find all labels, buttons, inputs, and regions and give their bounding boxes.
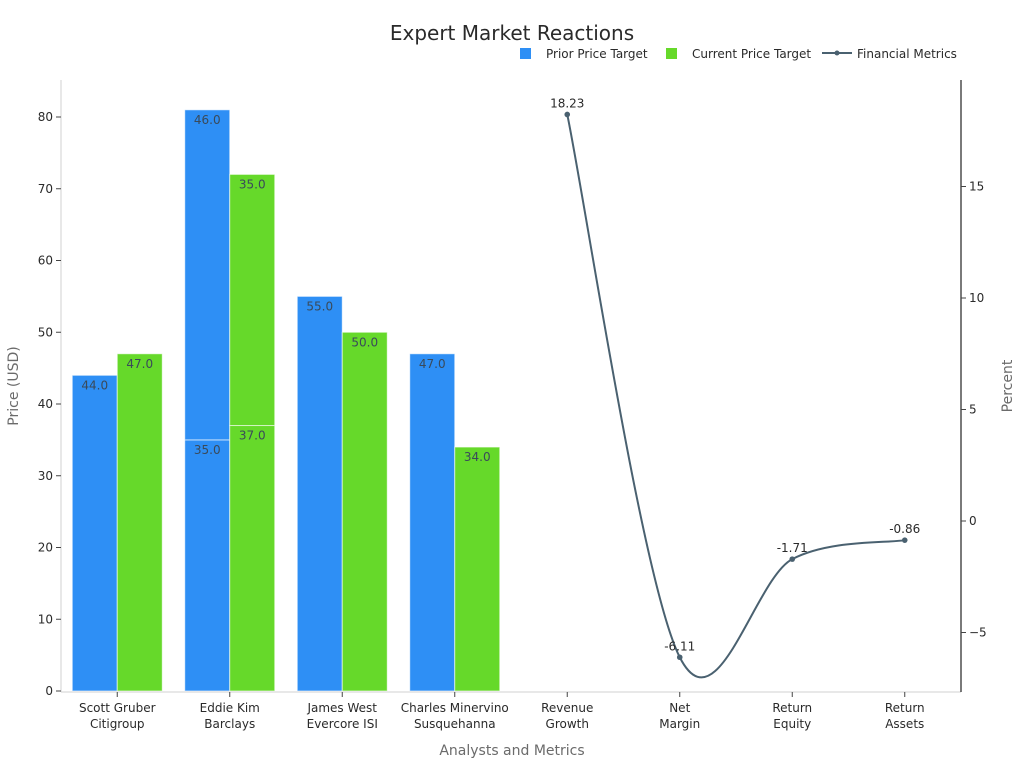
legend-item-financial-metrics[interactable]: Financial Metrics <box>822 47 957 61</box>
data-point-label: -1.71 <box>777 541 808 555</box>
x-tick-label: Growth <box>546 717 589 731</box>
bar-value-label: 47.0 <box>126 357 153 371</box>
bar-value-label: 34.0 <box>464 450 491 464</box>
x-tick-label: Margin <box>659 717 700 731</box>
x-tick-label: Revenue <box>541 701 593 715</box>
x-tick-label: Evercore ISI <box>307 717 378 731</box>
legend-label-current: Current Price Target <box>692 47 811 61</box>
data-point-label: -6.11 <box>664 639 695 653</box>
x-tick-label: Scott Gruber <box>79 701 156 715</box>
legend: Prior Price Target Current Price Target … <box>520 47 957 61</box>
financial-metrics-line <box>566 114 905 679</box>
y2-tick-label: 15 <box>969 180 984 194</box>
line-series: 18.23 -6.11 -1.71 -0.86 <box>550 96 920 679</box>
y2-axis-title: Percent <box>1000 359 1016 412</box>
y-tick-label: 30 <box>38 469 53 483</box>
bar-value-label: 35.0 <box>239 177 266 191</box>
x-tick-label: Barclays <box>204 717 255 731</box>
y-tick-label: 60 <box>38 254 53 268</box>
bar-series: 44.0 35.0 46.0 55.0 47.0 47.0 37.0 35.0 50.0 34.0 <box>71 109 501 692</box>
y-tick-label: 80 <box>38 110 53 124</box>
bar-current[interactable] <box>229 173 276 427</box>
bar-prior[interactable] <box>184 439 231 692</box>
data-point-marker[interactable] <box>676 654 683 661</box>
bar-value-label: 46.0 <box>194 113 221 127</box>
legend-swatch-current-icon <box>666 48 677 59</box>
y-tick-label: 10 <box>38 612 53 626</box>
bar-prior[interactable] <box>409 353 456 692</box>
x-tick-label: Eddie Kim <box>200 701 260 715</box>
bar-current[interactable] <box>229 425 276 692</box>
x-tick-label: Return <box>885 701 925 715</box>
x-tick-label: James West <box>306 701 377 715</box>
y2-tick-label: −5 <box>969 626 987 640</box>
y2-tick-label: 5 <box>969 403 977 417</box>
bar-value-label: 55.0 <box>306 299 333 313</box>
legend-item-current-price-target[interactable]: Current Price Target <box>666 47 811 61</box>
legend-item-prior-price-target[interactable]: Prior Price Target <box>520 47 648 61</box>
y-axis-title: Price (USD) <box>6 346 22 425</box>
data-point-marker[interactable] <box>901 537 908 543</box>
legend-label-prior: Prior Price Target <box>546 47 648 61</box>
left-axis-ticks: 0 10 20 30 40 50 60 70 80 <box>38 110 61 698</box>
y-tick-label: 0 <box>45 684 53 698</box>
legend-swatch-prior-icon <box>520 48 531 59</box>
bar-value-label: 35.0 <box>194 443 221 457</box>
x-tick-label: Equity <box>773 717 811 731</box>
x-tick-label: Return <box>772 701 812 715</box>
y-tick-label: 20 <box>38 541 53 555</box>
data-point-marker[interactable] <box>789 556 796 562</box>
x-tick-label: Susquehanna <box>414 717 496 731</box>
bar-value-label: 50.0 <box>351 335 378 349</box>
x-tick-label: Net <box>669 701 690 715</box>
bar-prior[interactable] <box>184 109 231 441</box>
y-tick-label: 70 <box>38 182 53 196</box>
y2-tick-label: 10 <box>969 291 984 305</box>
bar-current[interactable] <box>341 331 388 692</box>
x-tick-label: Charles Minervino <box>401 701 509 715</box>
data-point-marker[interactable] <box>564 111 571 118</box>
bar-current[interactable] <box>116 353 163 692</box>
data-point-label: -0.86 <box>889 522 920 536</box>
bar-prior[interactable] <box>296 295 343 692</box>
bar-value-label: 37.0 <box>239 429 266 443</box>
bar-value-label: 44.0 <box>81 378 108 392</box>
y-tick-label: 50 <box>38 325 53 339</box>
x-tick-label: Assets <box>885 717 924 731</box>
data-point-label: 18.23 <box>550 96 584 110</box>
y2-tick-label: 0 <box>969 514 977 528</box>
bar-current[interactable] <box>454 446 501 692</box>
bar-value-label: 47.0 <box>419 357 446 371</box>
legend-marker-icon <box>834 50 840 56</box>
chart-title: Expert Market Reactions <box>390 21 634 45</box>
right-axis-ticks: −5 0 5 10 15 <box>961 180 987 640</box>
x-axis-ticks: Scott Gruber Citigroup Eddie Kim Barclays Ja… <box>79 692 925 731</box>
x-axis-title: Analysts and Metrics <box>439 743 584 759</box>
y-tick-label: 40 <box>38 397 53 411</box>
bar-prior[interactable] <box>71 374 118 692</box>
x-tick-label: Citigroup <box>90 717 145 731</box>
legend-label-financial: Financial Metrics <box>857 47 957 61</box>
